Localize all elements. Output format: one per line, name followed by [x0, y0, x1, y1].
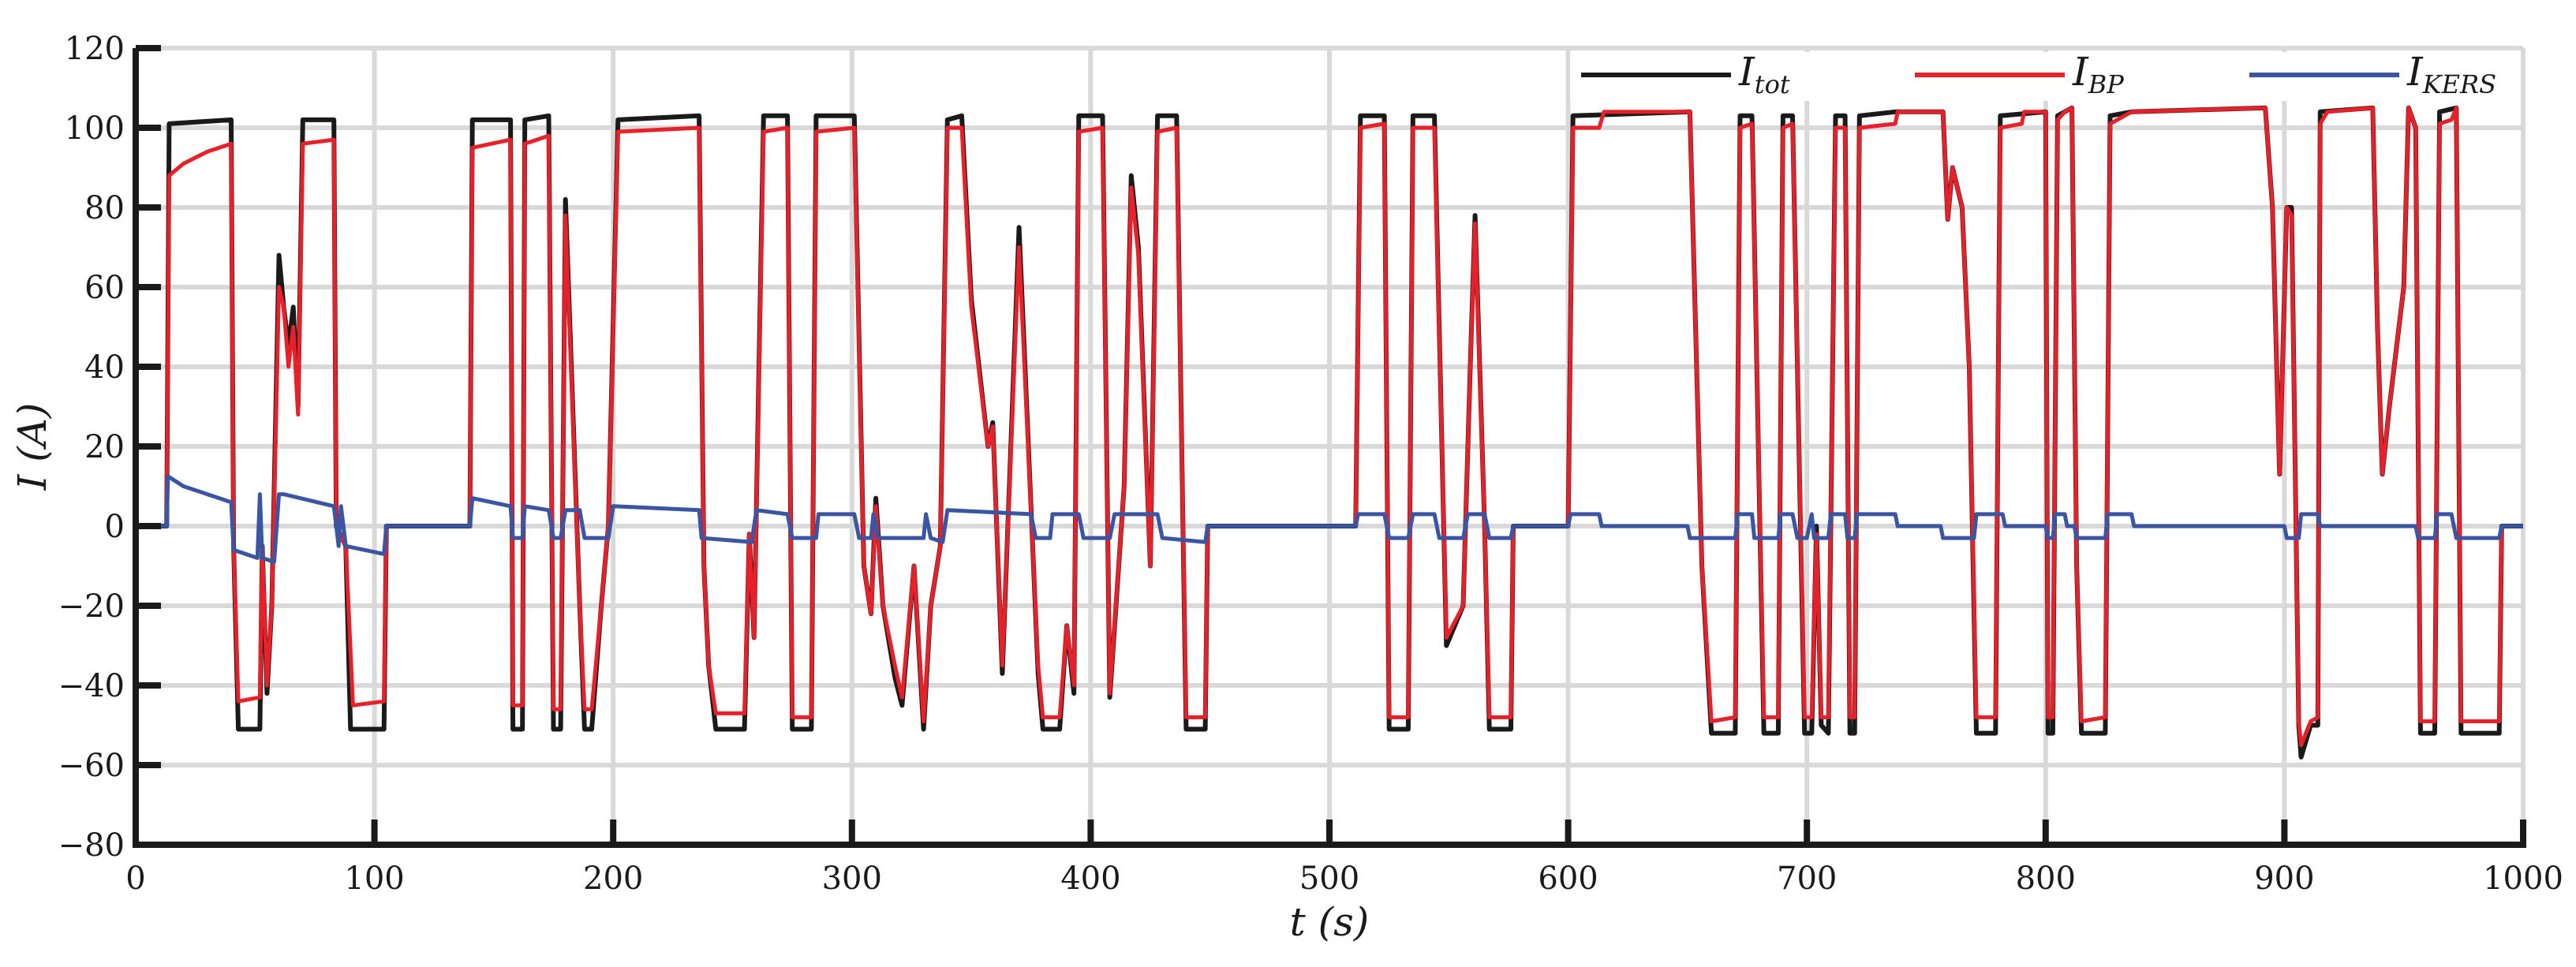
legend: Itot IBP IKERS — [1570, 49, 2521, 101]
axes: −80 −60 −40 −20 0 20 40 60 80 100 120 0 100 200 300 400… — [58, 31, 2563, 897]
y-tick-label: 0 — [105, 509, 125, 545]
x-tick-label: 100 — [344, 861, 404, 897]
y-tick-label: 80 — [84, 190, 125, 226]
x-tick-label: 200 — [583, 861, 643, 897]
series-i-tot — [136, 105, 2523, 760]
x-tick-label: 600 — [1538, 861, 1598, 897]
y-tick-label: 120 — [65, 31, 125, 67]
x-tick-label: 500 — [1299, 861, 1359, 897]
x-axis-label: t (s) — [1290, 899, 1370, 945]
y-tick-label: −60 — [58, 748, 125, 784]
y-axis-label: I (A) — [9, 403, 55, 491]
y-tick-label: −40 — [58, 668, 125, 704]
y-tick-label: −20 — [58, 588, 125, 625]
y-tick-label: 60 — [84, 270, 125, 306]
x-tick-label: 700 — [1777, 861, 1837, 897]
x-tick-label: 0 — [125, 861, 145, 897]
legend-label-i-tot: Itot — [1738, 49, 1790, 99]
x-tick-label: 400 — [1060, 861, 1120, 897]
y-tick-label: −80 — [58, 827, 125, 864]
grid-lines — [136, 46, 2526, 847]
x-tick-label: 800 — [2016, 861, 2076, 897]
series-i-bp — [136, 106, 2523, 748]
x-tick-label: 1000 — [2483, 861, 2563, 897]
x-tick-label: 900 — [2254, 861, 2314, 897]
y-tick-label: 20 — [84, 429, 125, 465]
y-tick-label: 40 — [84, 349, 125, 386]
y-tick-label: 100 — [65, 110, 125, 147]
x-tick-label: 300 — [822, 861, 882, 897]
series-i-kers — [136, 474, 2523, 564]
plot-series — [136, 105, 2523, 760]
legend-label-i-kers: IKERS — [2406, 49, 2496, 99]
legend-label-i-bp: IBP — [2072, 49, 2124, 99]
